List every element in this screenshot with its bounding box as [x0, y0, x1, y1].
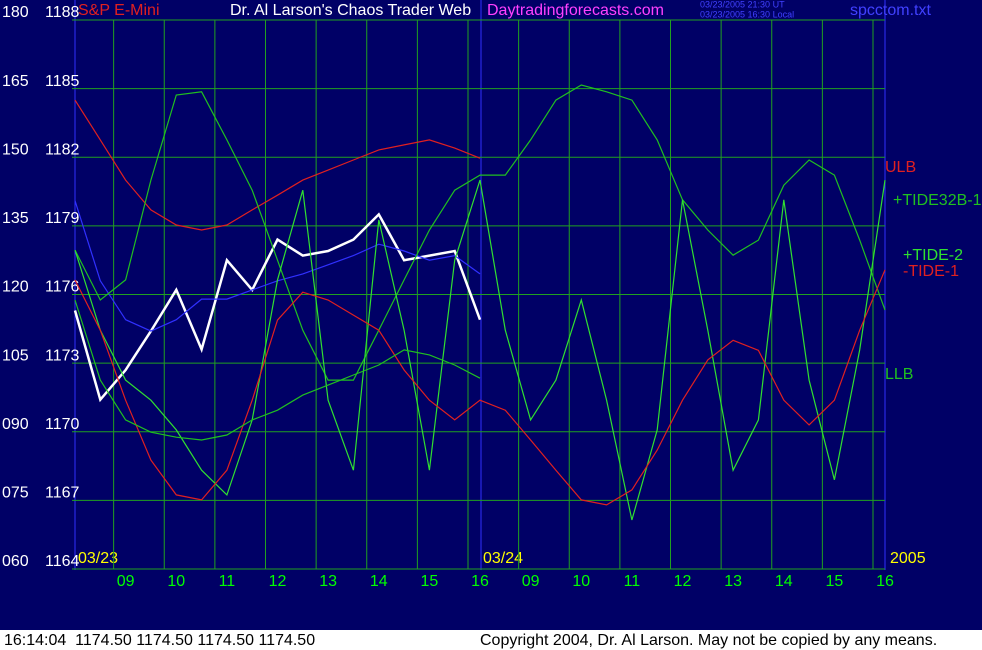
x-tick-label: 14: [370, 573, 388, 590]
y-tick-label: 075: [2, 485, 29, 502]
x-tick-label: 11: [219, 573, 236, 590]
y2-tick-label: 1182: [45, 141, 80, 158]
x-tick-label: 12: [269, 573, 287, 590]
legend-label: +TIDE-2: [903, 247, 963, 264]
y-tick-label: 105: [2, 347, 29, 364]
copyright: Copyright 2004, Dr. Al Larson. May not b…: [480, 632, 937, 649]
y-tick-label: 180: [2, 4, 29, 21]
x-tick-label: 15: [825, 573, 843, 590]
y2-tick-label: 1188: [45, 4, 80, 21]
x-tick-label: 10: [167, 573, 185, 590]
legend-label: ULB: [885, 159, 916, 176]
year-label: 2005: [890, 550, 926, 567]
series-line: [74, 179, 886, 521]
series-line: [73, 212, 482, 403]
y2-tick-label: 1185: [45, 73, 80, 90]
background: [0, 0, 982, 630]
x-tick-label: 12: [674, 573, 692, 590]
timestamp-local: 03/23/2005 16:30 Local: [700, 9, 794, 19]
x-tick-label: 09: [522, 573, 540, 590]
x-tick-label: 11: [624, 573, 641, 590]
legend-label: S&P E-Mini: [78, 2, 160, 19]
file-name: spcctom.txt: [850, 2, 931, 19]
y2-tick-label: 1164: [45, 553, 80, 570]
y-tick-label: 150: [2, 141, 29, 158]
chart-title: Dr. Al Larson's Chaos Trader Web: [230, 2, 471, 19]
y2-tick-label: 1179: [45, 210, 80, 227]
status-quote: 16:14:04 1174.50 1174.50 1174.50 1174.50: [4, 632, 315, 649]
y2-tick-label: 1167: [45, 485, 80, 502]
y-tick-label: 120: [2, 279, 29, 296]
y2-tick-label: 1170: [45, 416, 80, 433]
x-tick-label: 13: [724, 573, 742, 590]
series-line: [74, 99, 481, 231]
chart-subtitle: Daytradingforecasts.com: [487, 2, 664, 19]
x-tick-label: 15: [420, 573, 438, 590]
date-label: 03/24: [483, 550, 523, 567]
x-tick-label: 10: [572, 573, 590, 590]
series-line: [74, 269, 886, 506]
y2-tick-label: 1173: [45, 347, 80, 364]
x-tick-label: 16: [876, 573, 894, 590]
timestamp-ut: 03/23/2005 21:30 UT: [700, 0, 785, 9]
legend-label: -TIDE-1: [903, 263, 959, 280]
y-tick-label: 060: [2, 553, 29, 570]
legend-label: +TIDE32B-1: [893, 192, 982, 209]
series-line: [74, 299, 481, 441]
y-tick-label: 135: [2, 210, 29, 227]
series-line: [74, 84, 886, 381]
x-tick-label: 16: [471, 573, 489, 590]
status-bar: [0, 630, 982, 650]
x-tick-label: 14: [775, 573, 793, 590]
y-tick-label: 165: [2, 73, 29, 90]
y-tick-label: 090: [2, 416, 29, 433]
legend-label: LLB: [885, 366, 913, 383]
date-label: 03/23: [78, 550, 118, 567]
x-tick-label: 09: [117, 573, 135, 590]
x-tick-label: 13: [319, 573, 337, 590]
y2-tick-label: 1176: [45, 279, 80, 296]
